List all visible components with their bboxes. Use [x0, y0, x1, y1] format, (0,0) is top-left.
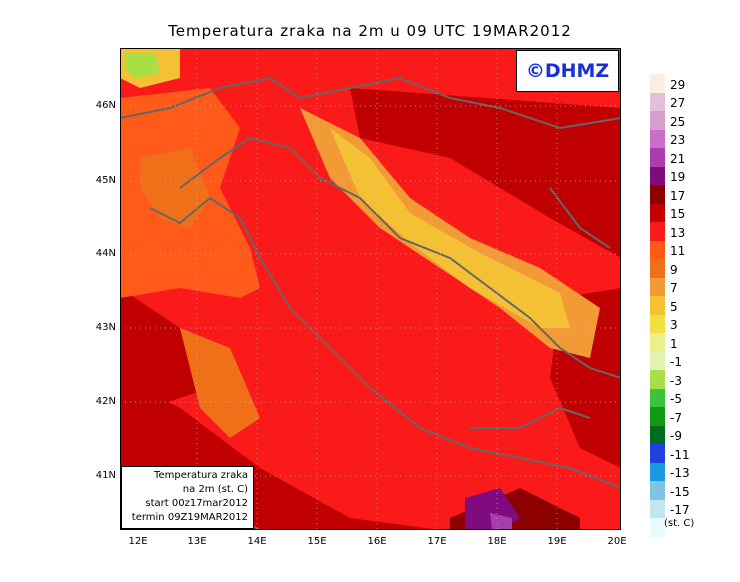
- lon-label-13e: 13E: [187, 536, 207, 547]
- legend-swatch: [650, 425, 665, 444]
- legend-swatch: [650, 74, 665, 93]
- legend-swatch: [650, 370, 665, 389]
- legend-label: 25: [670, 114, 686, 129]
- legend-swatch: [650, 296, 665, 315]
- legend-swatch: [650, 314, 665, 333]
- legend-label: 27: [670, 96, 686, 110]
- legend-label: 17: [670, 188, 686, 203]
- legend-label: -13: [670, 466, 690, 480]
- lon-label-16e: 16E: [367, 536, 387, 547]
- lat-label-44n: 44N: [95, 248, 116, 259]
- legend-swatch: [650, 129, 665, 148]
- info-line-2: na 2m (st. C): [182, 484, 248, 495]
- lon-label-19e: 19E: [547, 536, 567, 547]
- lon-label-14e: 14E: [247, 536, 267, 547]
- legend-label: 1: [670, 336, 678, 351]
- legend-swatch: [650, 351, 665, 370]
- legend-label: 21: [670, 151, 686, 166]
- lat-label-42n: 42N: [95, 396, 116, 407]
- legend-label: -7: [670, 410, 682, 425]
- legend-swatch: [650, 462, 665, 481]
- legend-swatch: [650, 277, 665, 296]
- lon-label-15e: 15E: [307, 536, 327, 547]
- grid-lines: [120, 48, 621, 530]
- legend-swatch: [650, 481, 665, 500]
- legend-label: -9: [670, 429, 682, 443]
- legend-label: 7: [670, 281, 678, 295]
- legend-swatch: [650, 388, 665, 407]
- field-dark-red-west: [120, 288, 210, 408]
- map-frame: [120, 48, 621, 530]
- field-dark-red-north: [350, 88, 621, 258]
- legend-label: 13: [670, 225, 686, 240]
- temperature-map: [120, 48, 621, 530]
- map-title: Temperatura zraka na 2m u 09 UTC 19MAR20…: [168, 22, 572, 40]
- legend-label: -15: [670, 484, 690, 499]
- legend-unit: (st. C): [664, 518, 695, 529]
- lat-label-41n: 41N: [95, 470, 116, 481]
- legend-label: -17: [670, 503, 690, 517]
- legend-label: -3: [670, 373, 682, 388]
- info-line-1: Temperatura zraka: [154, 470, 248, 481]
- field-mountain-core: [330, 128, 570, 328]
- legend-label: -11: [670, 447, 690, 462]
- legend-swatch: [650, 166, 665, 185]
- legend-swatch: [650, 148, 665, 167]
- legend-label: 5: [670, 299, 678, 314]
- legend-swatch: [650, 259, 665, 278]
- field-warm-core: [490, 513, 512, 530]
- legend-label: -1: [670, 355, 682, 369]
- info-line-3: start 00z17mar2012: [145, 498, 248, 509]
- legend-swatch: [650, 407, 665, 426]
- legend-swatch: [650, 444, 665, 463]
- legend-swatch: [650, 333, 665, 352]
- legend-label: 11: [670, 244, 686, 258]
- map-area: [120, 48, 621, 530]
- legend-swatch: [650, 185, 665, 204]
- lon-label-18e: 18E: [487, 536, 507, 547]
- legend-label: 9: [670, 262, 678, 277]
- lon-label-12e: 12E: [128, 536, 148, 547]
- info-box: Temperatura zraka na 2m (st. C) start 00…: [121, 466, 254, 529]
- field-hills-west: [180, 328, 260, 438]
- lat-label-45n: 45N: [95, 175, 116, 186]
- legend-swatch: [650, 111, 665, 130]
- dhmz-logo: ©DHMZ: [516, 50, 619, 92]
- legend-label: 23: [670, 133, 686, 147]
- lon-label-20e: 20E: [607, 536, 627, 547]
- field-cold-core: [125, 53, 160, 78]
- legend-label: 15: [670, 207, 686, 221]
- legend-swatch: [650, 240, 665, 259]
- info-line-4: termin 09Z19MAR2012: [131, 512, 248, 523]
- lon-label-17e: 17E: [427, 536, 447, 547]
- legend-swatch: [650, 499, 665, 518]
- legend-label: -5: [670, 392, 682, 406]
- legend-label: 3: [670, 318, 678, 332]
- legend-label: 29: [670, 77, 686, 92]
- legend-label: 19: [670, 170, 686, 184]
- legend-swatch: [650, 222, 665, 241]
- field-light-orange-west: [140, 148, 210, 228]
- legend-swatch: [650, 518, 665, 537]
- lat-label-43n: 43N: [95, 322, 116, 333]
- legend-swatch: [650, 92, 665, 111]
- legend-swatch: [650, 203, 665, 222]
- lat-label-46n: 46N: [95, 100, 116, 111]
